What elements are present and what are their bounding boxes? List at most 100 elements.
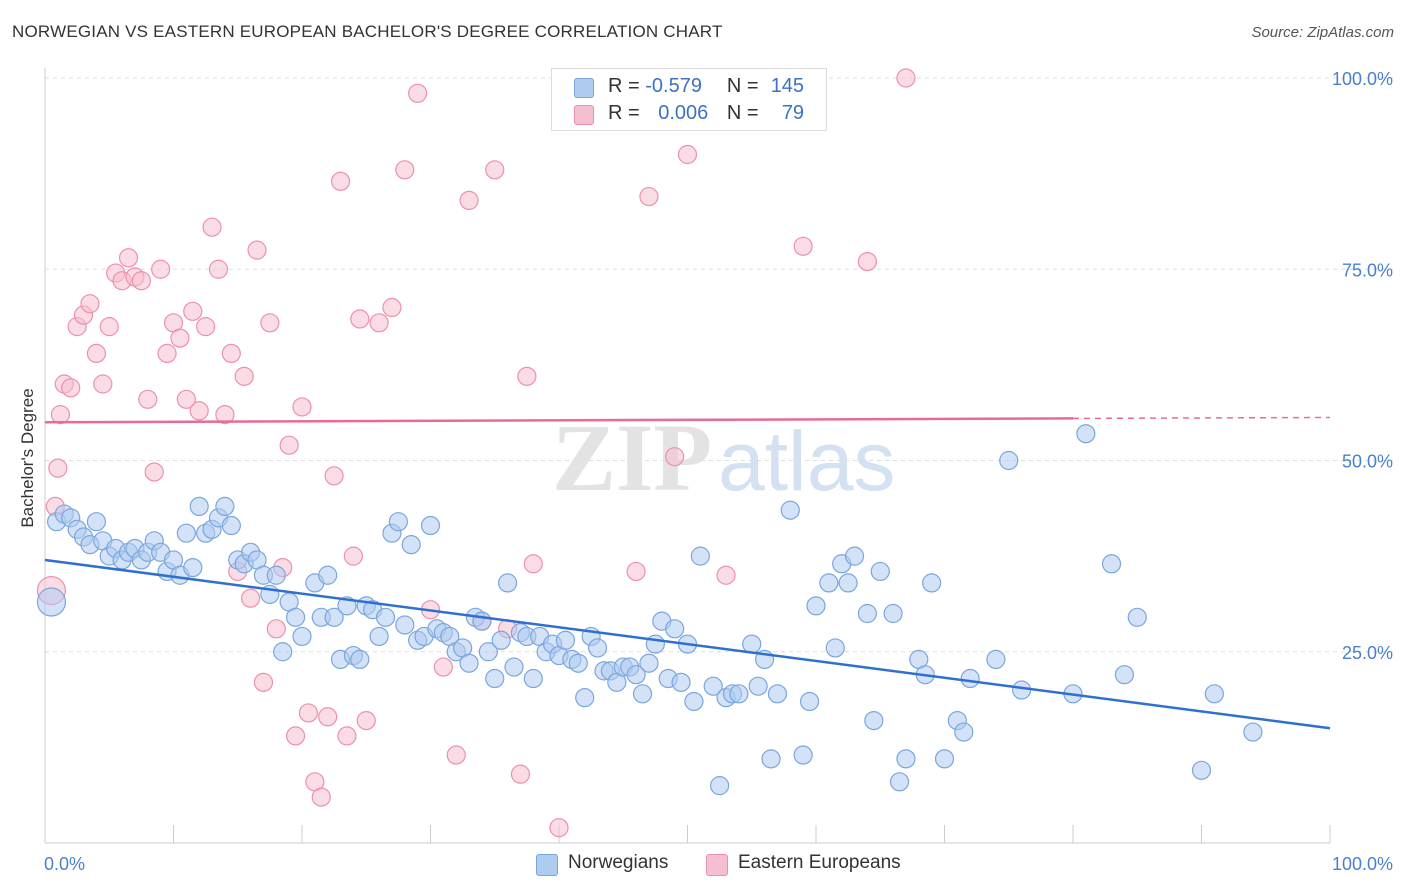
- data-point: [793, 236, 813, 256]
- data-point: [420, 515, 441, 536]
- data-point: [1076, 424, 1096, 444]
- bottom-legend-swatch-blue: [536, 854, 558, 876]
- data-point: [1127, 607, 1147, 627]
- data-point: [986, 649, 1006, 670]
- data-point: [343, 546, 363, 566]
- axes: [44, 68, 1331, 844]
- data-point: [375, 607, 396, 627]
- data-point: [202, 217, 222, 237]
- data-point: [665, 447, 685, 467]
- data-point: [369, 626, 389, 647]
- y-tick-labels: 25.0% 50.0% 75.0% 100.0%: [1332, 69, 1393, 663]
- data-point: [189, 401, 209, 421]
- data-point: [118, 248, 139, 268]
- data-point: [729, 684, 749, 704]
- watermark: ZIP atlas: [552, 404, 895, 511]
- data-point: [838, 573, 858, 593]
- data-point: [684, 691, 704, 712]
- data-point: [48, 458, 68, 478]
- data-point: [864, 710, 884, 731]
- data-point: [498, 573, 518, 593]
- data-point: [176, 389, 196, 409]
- data-point: [710, 776, 730, 796]
- bottom-legend-swatch-pink: [706, 854, 728, 876]
- data-point: [568, 653, 588, 673]
- data-point: [298, 703, 319, 723]
- data-point: [318, 565, 338, 585]
- data-point: [575, 688, 595, 708]
- data-point: [922, 573, 942, 593]
- bottom-legend-label: Norwegians: [568, 852, 669, 873]
- data-point: [555, 630, 576, 650]
- data-point: [1114, 665, 1135, 685]
- data-point: [369, 313, 389, 333]
- data-point: [639, 186, 659, 207]
- data-point: [86, 512, 107, 532]
- data-point: [626, 561, 646, 582]
- data-point: [626, 665, 646, 685]
- data-point: [93, 374, 113, 394]
- data-point: [883, 603, 903, 624]
- data-point: [587, 638, 608, 658]
- watermark-atlas: atlas: [718, 414, 895, 508]
- data-point: [857, 252, 878, 272]
- data-point: [50, 405, 71, 425]
- data-point: [1191, 760, 1212, 780]
- data-point: [716, 565, 736, 585]
- x-tick-label: 100.0%: [1332, 854, 1393, 874]
- data-point: [665, 619, 685, 639]
- data-point: [151, 259, 171, 279]
- data-point: [292, 397, 312, 417]
- data-point: [677, 144, 698, 165]
- data-point: [825, 638, 845, 658]
- data-point: [761, 749, 781, 769]
- data-point: [318, 707, 338, 727]
- data-point: [819, 573, 839, 593]
- trend-lines: [44, 416, 1331, 730]
- data-point: [896, 68, 916, 88]
- chart-title: NORWEGIAN VS EASTERN EUROPEAN BACHELOR'S…: [12, 22, 723, 41]
- data-point: [395, 160, 415, 180]
- data-point: [446, 745, 466, 765]
- data-point: [1101, 554, 1122, 574]
- data-point: [934, 749, 955, 769]
- gridlines: [45, 77, 1393, 653]
- data-point: [433, 657, 453, 677]
- data-point: [350, 649, 370, 670]
- data-point: [324, 607, 344, 627]
- data-point: [844, 546, 865, 566]
- bottom-legend-label: Eastern Europeans: [738, 852, 901, 873]
- source-credit: Source: ZipAtlas.com: [1251, 24, 1394, 41]
- legend-r-value: -0.579: [645, 75, 702, 97]
- data-point: [183, 301, 203, 321]
- data-point: [61, 378, 81, 398]
- data-point: [131, 271, 151, 291]
- data-point: [639, 653, 659, 673]
- data-point: [549, 818, 569, 838]
- y-tick-label: 50.0%: [1342, 452, 1393, 472]
- data-point: [176, 523, 196, 543]
- data-point: [285, 726, 306, 746]
- legend-n-label: N =: [726, 75, 759, 97]
- data-point: [157, 343, 177, 363]
- legend-r-label: R =: [608, 75, 640, 97]
- data-point: [523, 554, 543, 574]
- data-point: [260, 313, 280, 333]
- data-point: [311, 787, 331, 807]
- data-point: [183, 557, 203, 578]
- data-point: [401, 535, 421, 555]
- y-axis-label: Bachelor's Degree: [18, 388, 37, 527]
- data-point: [292, 626, 312, 647]
- trend-line-extension: [1072, 416, 1331, 420]
- data-point: [1243, 722, 1263, 742]
- data-point: [485, 668, 505, 689]
- data-point: [645, 634, 665, 654]
- data-point: [703, 676, 723, 696]
- legend-r-label: R =: [608, 102, 640, 124]
- trend-line-eastern-europeans: [44, 417, 1074, 424]
- data-point: [80, 294, 100, 314]
- data-point: [395, 615, 415, 635]
- trend-line-norwegians: [44, 558, 1331, 730]
- y-tick-label: 100.0%: [1332, 69, 1393, 89]
